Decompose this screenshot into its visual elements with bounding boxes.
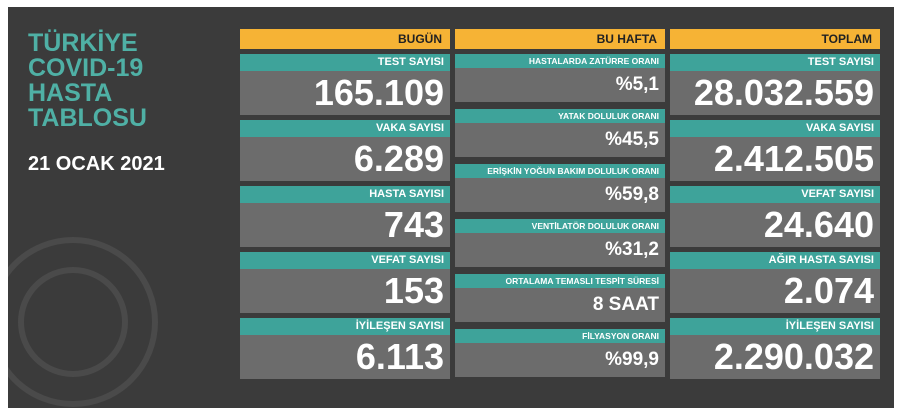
item-label: TEST SAYISI xyxy=(240,54,450,71)
item-value: 2.074 xyxy=(670,269,880,313)
panel: TÜRKİYE COVID-19 HASTA TABLOSU 21 OCAK 2… xyxy=(8,7,894,408)
item-label: FİLYASYON ORANI xyxy=(455,329,665,343)
item-value: 28.032.559 xyxy=(670,71,880,115)
column-header: BUGÜN xyxy=(240,29,450,49)
item-label: YATAK DOLULUK ORANI xyxy=(455,109,665,123)
item-value: %59,8 xyxy=(455,178,665,212)
item-label: İYİLEŞEN SAYISI xyxy=(240,318,450,335)
item-value: 24.640 xyxy=(670,203,880,247)
item-value: 153 xyxy=(240,269,450,313)
item-value: 743 xyxy=(240,203,450,247)
title-line: TABLOSU xyxy=(28,104,147,132)
item-label: İYİLEŞEN SAYISI xyxy=(670,318,880,335)
item-value: %5,1 xyxy=(455,68,665,102)
item-label: VENTİLATÖR DOLULUK ORANI xyxy=(455,219,665,233)
item-value: 8 SAAT xyxy=(455,288,665,322)
emblem-inner xyxy=(18,267,128,377)
item-value: %45,5 xyxy=(455,123,665,157)
item-value: %99,9 xyxy=(455,343,665,377)
item-label: VEFAT SAYISI xyxy=(240,252,450,269)
item-label: HASTALARDA ZATÜRRE ORANI xyxy=(455,54,665,68)
item-value: 165.109 xyxy=(240,71,450,115)
column-header: BU HAFTA xyxy=(455,29,665,49)
item-value: 2.412.505 xyxy=(670,137,880,181)
item-label: AĞIR HASTA SAYISI xyxy=(670,252,880,269)
column-header: TOPLAM xyxy=(670,29,880,49)
item-value: 6.289 xyxy=(240,137,450,181)
title-line: COVID-19 xyxy=(28,54,144,82)
item-label: VEFAT SAYISI xyxy=(670,186,880,203)
title-line: TÜRKİYE xyxy=(28,29,138,57)
item-label: VAKA SAYISI xyxy=(670,120,880,137)
item-label: ERİŞKİN YOĞUN BAKIM DOLULUK ORANI xyxy=(455,164,665,178)
item-label: ORTALAMA TEMASLI TESPİT SÜRESİ xyxy=(455,274,665,288)
item-value: %31,2 xyxy=(455,233,665,267)
item-label: TEST SAYISI xyxy=(670,54,880,71)
item-value: 2.290.032 xyxy=(670,335,880,379)
item-value: 6.113 xyxy=(240,335,450,379)
emblem xyxy=(8,237,158,407)
item-label: VAKA SAYISI xyxy=(240,120,450,137)
date: 21 OCAK 2021 xyxy=(28,153,165,175)
title-line: HASTA xyxy=(28,79,113,107)
item-label: HASTA SAYISI xyxy=(240,186,450,203)
